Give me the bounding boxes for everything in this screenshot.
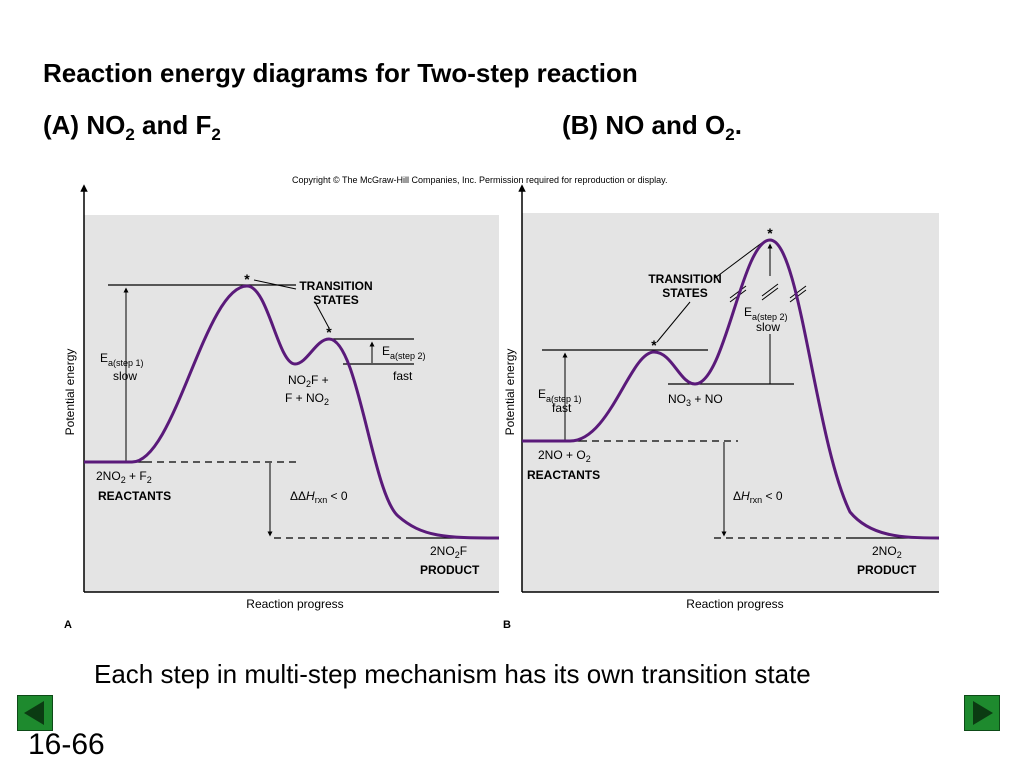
slide-title: Reaction energy diagrams for Two-step re… [43,58,638,88]
ts-pointer-2-a [314,301,330,329]
ts-star-1-a: * [244,271,250,287]
panel-letter-b: B [503,619,511,631]
intermediate-label-a: NO2F + [288,373,329,389]
product-formula-a: 2NO2F [430,544,467,560]
ts-pointer-1-a [253,279,297,290]
ts-pointer-2-b [714,241,764,279]
copyright-notice: Copyright © The McGraw-Hill Companies, I… [292,175,668,185]
energy-curve-b [522,238,940,540]
triangle-right-icon [973,701,993,725]
ts-star-1-b: * [651,337,657,353]
ea2-label-b: Ea(step 2) [744,305,788,322]
product-label-b: PRODUCT [857,563,917,577]
product-label-a: PRODUCT [420,563,480,577]
reactants-label-b: REACTANTS [527,468,600,482]
transition-states-label-a: TRANSITION STATES [299,279,372,307]
dh-label-a: ΔΔHrxn < 0 [290,489,348,505]
intermediate-label-b: NO3 + NO [668,392,723,408]
ea2-note-a: fast [393,369,413,383]
slide-caption: Each step in multi-step mechanism has it… [94,659,811,689]
next-slide-button[interactable] [964,695,1000,731]
x-axis-label-a: Reaction progress [246,597,343,611]
ea2-note-b: slow [756,320,780,334]
diagram-b: * * TRANSITION STATES Ea(step 1) fast Ea(… [503,184,940,631]
panel-letter-a: A [64,619,72,631]
ts-pointer-1-b [656,301,691,343]
ea1-label-b: Ea(step 1) [538,387,582,404]
panel-a-background [84,215,499,592]
break-mark-6-b [789,285,807,299]
ea2-label-a: Ea(step 2) [382,344,426,361]
dh-label-b: ΔHrxn < 0 [733,489,783,505]
intermediate-label-2-a: F + NO2 [285,391,329,407]
break-mark-4-b [761,283,779,297]
y-axis-label-a: Potential energy [63,349,77,436]
previous-slide-button[interactable] [17,695,53,731]
panel-b-heading: (B) NO and O2. [562,110,742,145]
energy-curve-a [84,284,500,540]
ea1-label-a: Ea(step 1) [100,351,144,368]
ea1-note-a: slow [113,369,137,383]
product-formula-b: 2NO2 [872,544,902,560]
diagram-a: * * TRANSITION STATES Ea(step 1) slow Ea(… [63,184,500,631]
panel-a-heading: (A) NO2 and F2 [43,110,221,145]
panel-b-background [522,213,939,592]
ea1-note-b: fast [552,401,572,415]
reactants-formula-a: 2NO2 + F2 [96,469,152,485]
transition-states-label-b: TRANSITION STATES [648,272,721,300]
reactants-label-a: REACTANTS [98,489,171,503]
page-number: 16-66 [28,728,105,761]
break-mark-2-b [729,285,747,299]
ts-star-2-a: * [326,324,332,340]
y-axis-label-b: Potential energy [503,349,517,436]
break-mark-3-b [761,287,779,301]
reactants-formula-b: 2NO + O2 [538,448,591,464]
triangle-left-icon [24,701,44,725]
x-axis-label-b: Reaction progress [686,597,783,611]
ts-star-2-b: * [767,225,773,241]
